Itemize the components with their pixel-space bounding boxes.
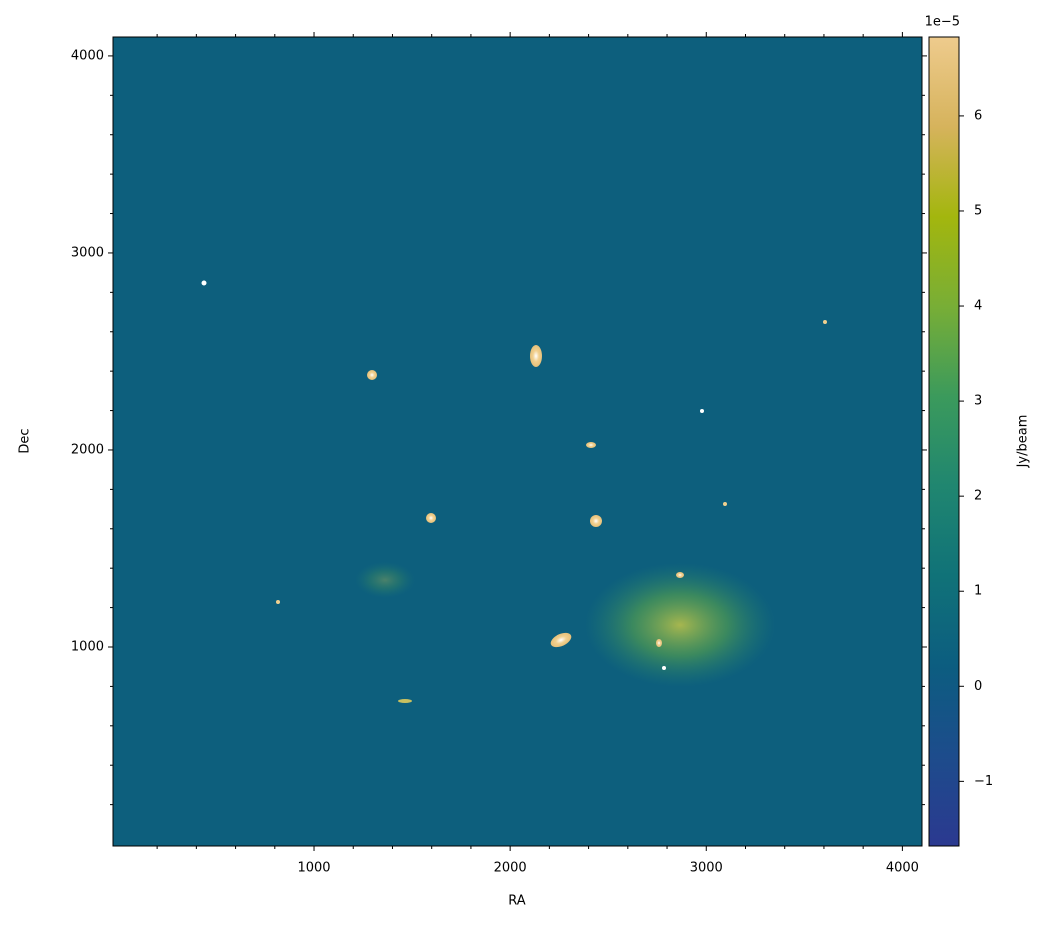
colorbar-tick-label: 2 xyxy=(974,489,982,504)
galaxy xyxy=(530,345,542,367)
diffuse-source xyxy=(355,562,415,598)
colorbar-tick-label: −1 xyxy=(974,774,993,789)
x-tick-label: 4000 xyxy=(886,861,919,876)
galaxy xyxy=(398,699,412,703)
star xyxy=(662,666,666,670)
galaxy xyxy=(586,442,596,448)
diffuse-halo xyxy=(585,563,775,687)
star xyxy=(723,502,727,506)
x-tick-label: 1000 xyxy=(297,861,330,876)
star xyxy=(367,370,377,380)
galaxy xyxy=(656,639,662,647)
x-tick-label: 3000 xyxy=(690,861,723,876)
colorbar-offset: 1e−5 xyxy=(925,15,960,30)
colorbar xyxy=(929,37,959,846)
y-tick-label: 1000 xyxy=(71,640,104,655)
galaxy xyxy=(676,572,684,578)
galaxy xyxy=(550,632,572,648)
colorbar-tick-label: 1 xyxy=(974,584,982,599)
y-tick-label: 2000 xyxy=(71,442,104,457)
colorbar-tick-label: 3 xyxy=(974,394,982,409)
image-field xyxy=(113,37,922,846)
star xyxy=(823,320,827,324)
axes-frame xyxy=(112,36,923,847)
colorbar-tick-label: 4 xyxy=(974,299,982,314)
y-tick-label: 4000 xyxy=(71,48,104,63)
star xyxy=(590,515,602,527)
star xyxy=(700,409,704,413)
sources xyxy=(201,280,827,703)
colorbar-tick-label: 0 xyxy=(974,679,982,694)
star xyxy=(426,513,436,523)
star xyxy=(201,280,207,286)
x-tick-label: 2000 xyxy=(494,861,527,876)
y-tick-label: 3000 xyxy=(71,245,104,260)
colorbar-label: Jy/beam xyxy=(1016,415,1031,469)
x-axis-label: RA xyxy=(508,894,526,909)
y-axis-label: Dec xyxy=(18,428,33,453)
star xyxy=(276,600,280,604)
colorbar-frame xyxy=(928,36,960,847)
colorbar-tick-label: 5 xyxy=(974,203,982,218)
colorbar-tick-label: 6 xyxy=(974,108,982,123)
